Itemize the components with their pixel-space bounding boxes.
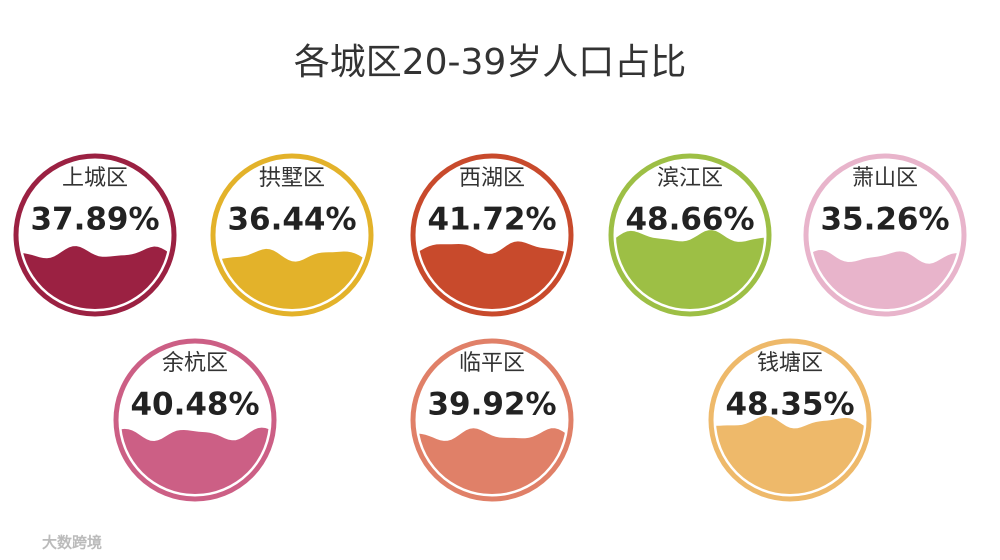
category-label: 滨江区 [657, 166, 723, 191]
category-label: 余杭区 [162, 351, 228, 376]
liquid-fill [716, 415, 864, 494]
liquid-fill [616, 230, 764, 309]
value-label: 40.48% [130, 387, 259, 423]
liquid-fill [418, 241, 566, 309]
category-label: 上城区 [62, 166, 128, 191]
liquid-fill [21, 246, 169, 309]
value-label: 41.72% [427, 202, 556, 238]
value-label: 36.44% [227, 202, 356, 238]
liquid-fill [811, 250, 959, 309]
value-label: 37.89% [30, 202, 159, 238]
liquid-fill [418, 428, 566, 494]
category-label: 临平区 [459, 351, 525, 376]
value-label: 35.26% [820, 202, 949, 238]
chart-title: 各城区20-39岁人口占比 [294, 42, 687, 83]
liquid-fill [218, 248, 366, 309]
value-label: 48.66% [625, 202, 754, 238]
category-label: 萧山区 [852, 166, 918, 191]
watermark: 大数跨境 [42, 534, 102, 552]
value-label: 39.92% [427, 387, 556, 423]
liquid-fill [121, 427, 269, 494]
category-label: 拱墅区 [259, 166, 325, 191]
value-label: 48.35% [725, 387, 854, 423]
category-label: 西湖区 [459, 166, 525, 191]
category-label: 钱塘区 [757, 351, 823, 376]
